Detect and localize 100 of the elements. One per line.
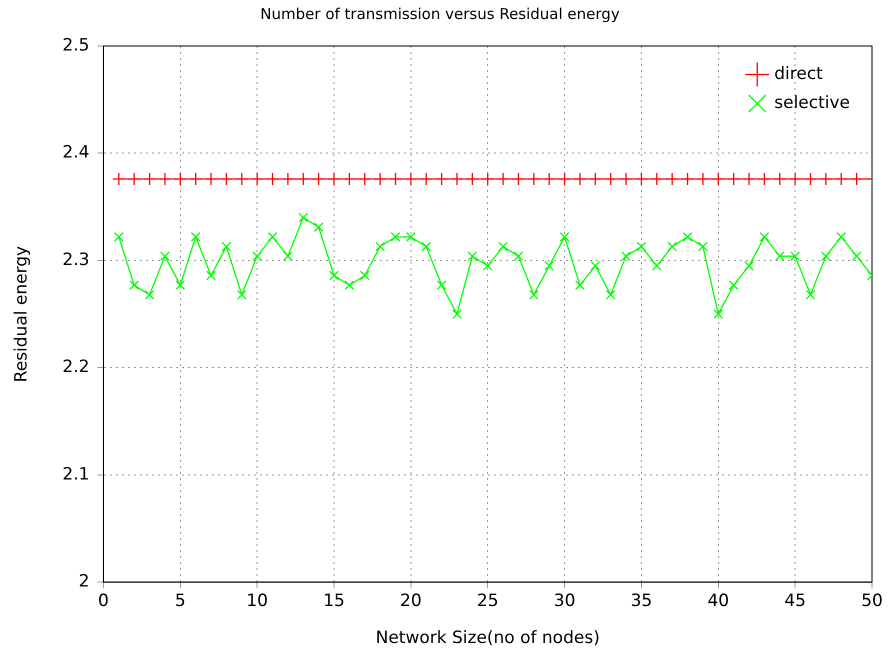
point [466,172,479,186]
point [804,172,818,186]
point [652,260,662,271]
point [160,251,170,262]
y-tick-label: 2.5 [62,35,90,56]
point [252,251,262,262]
point [758,172,772,186]
point [420,172,433,186]
point [836,232,846,242]
x-tick-label: 30 [554,590,576,611]
point [222,242,232,252]
point [296,172,310,186]
point [528,290,539,300]
point [373,172,387,186]
point [512,172,526,186]
point [819,172,833,186]
point [773,172,786,186]
point [682,232,692,242]
x-tick-label: 15 [323,590,345,611]
point [158,172,172,186]
point [175,280,186,290]
point [360,270,370,280]
point [142,172,156,186]
y-axis-title: Residual energy [12,246,32,382]
point [436,280,446,290]
point [742,172,756,186]
x-axis-title: Network Size(no of nodes) [376,628,600,648]
point [467,251,478,262]
point [696,172,710,186]
x-tick-label: 5 [174,590,186,611]
point [588,172,602,186]
point [667,242,678,252]
point [390,232,400,242]
point [281,172,295,186]
point [542,172,556,186]
point [235,172,248,186]
legend-label: selective [774,92,850,113]
point [112,172,126,186]
point [236,290,247,300]
point [544,260,554,271]
point [560,232,570,242]
point [421,242,432,252]
point [342,172,356,186]
x-tick-label: 20 [400,590,422,611]
point [514,251,524,262]
point [404,172,418,186]
point [666,172,679,186]
point [204,172,218,186]
point [636,242,646,252]
point [850,172,864,186]
point [650,172,664,186]
point [206,270,216,280]
point [189,172,202,186]
point [621,251,631,262]
point [375,242,386,252]
point [344,280,354,290]
x-tick-label: 35 [630,590,652,611]
point [680,172,694,186]
point [250,172,264,186]
y-tick-label: 2.3 [62,250,90,270]
point [852,251,862,262]
point [220,172,234,186]
point [634,172,648,186]
point [788,172,802,186]
point [744,260,754,271]
point [190,232,201,242]
y-tick-label: 2.2 [62,357,90,378]
x-tick-label: 10 [246,590,268,611]
point [713,309,724,319]
point [820,251,831,262]
point [283,251,293,262]
point [388,172,402,186]
point [727,172,740,186]
point [606,290,616,300]
point [266,172,280,186]
point [481,172,494,186]
point [774,251,785,262]
point [406,232,416,242]
point [312,172,326,186]
point [698,242,708,252]
x-tick-label: 25 [476,590,499,611]
point [128,172,141,186]
point [144,290,154,300]
point [496,172,510,186]
legend-label: direct [774,64,824,84]
point [482,260,493,271]
point [619,172,633,186]
point [129,280,140,290]
point [760,232,770,242]
point [712,172,725,186]
point [575,280,585,290]
point [558,172,572,186]
point [314,222,324,232]
point [327,172,341,186]
point [790,251,800,262]
point [268,232,278,242]
x-tick-label: 40 [707,590,730,611]
point [434,172,448,186]
point [527,172,540,186]
point [358,172,372,186]
